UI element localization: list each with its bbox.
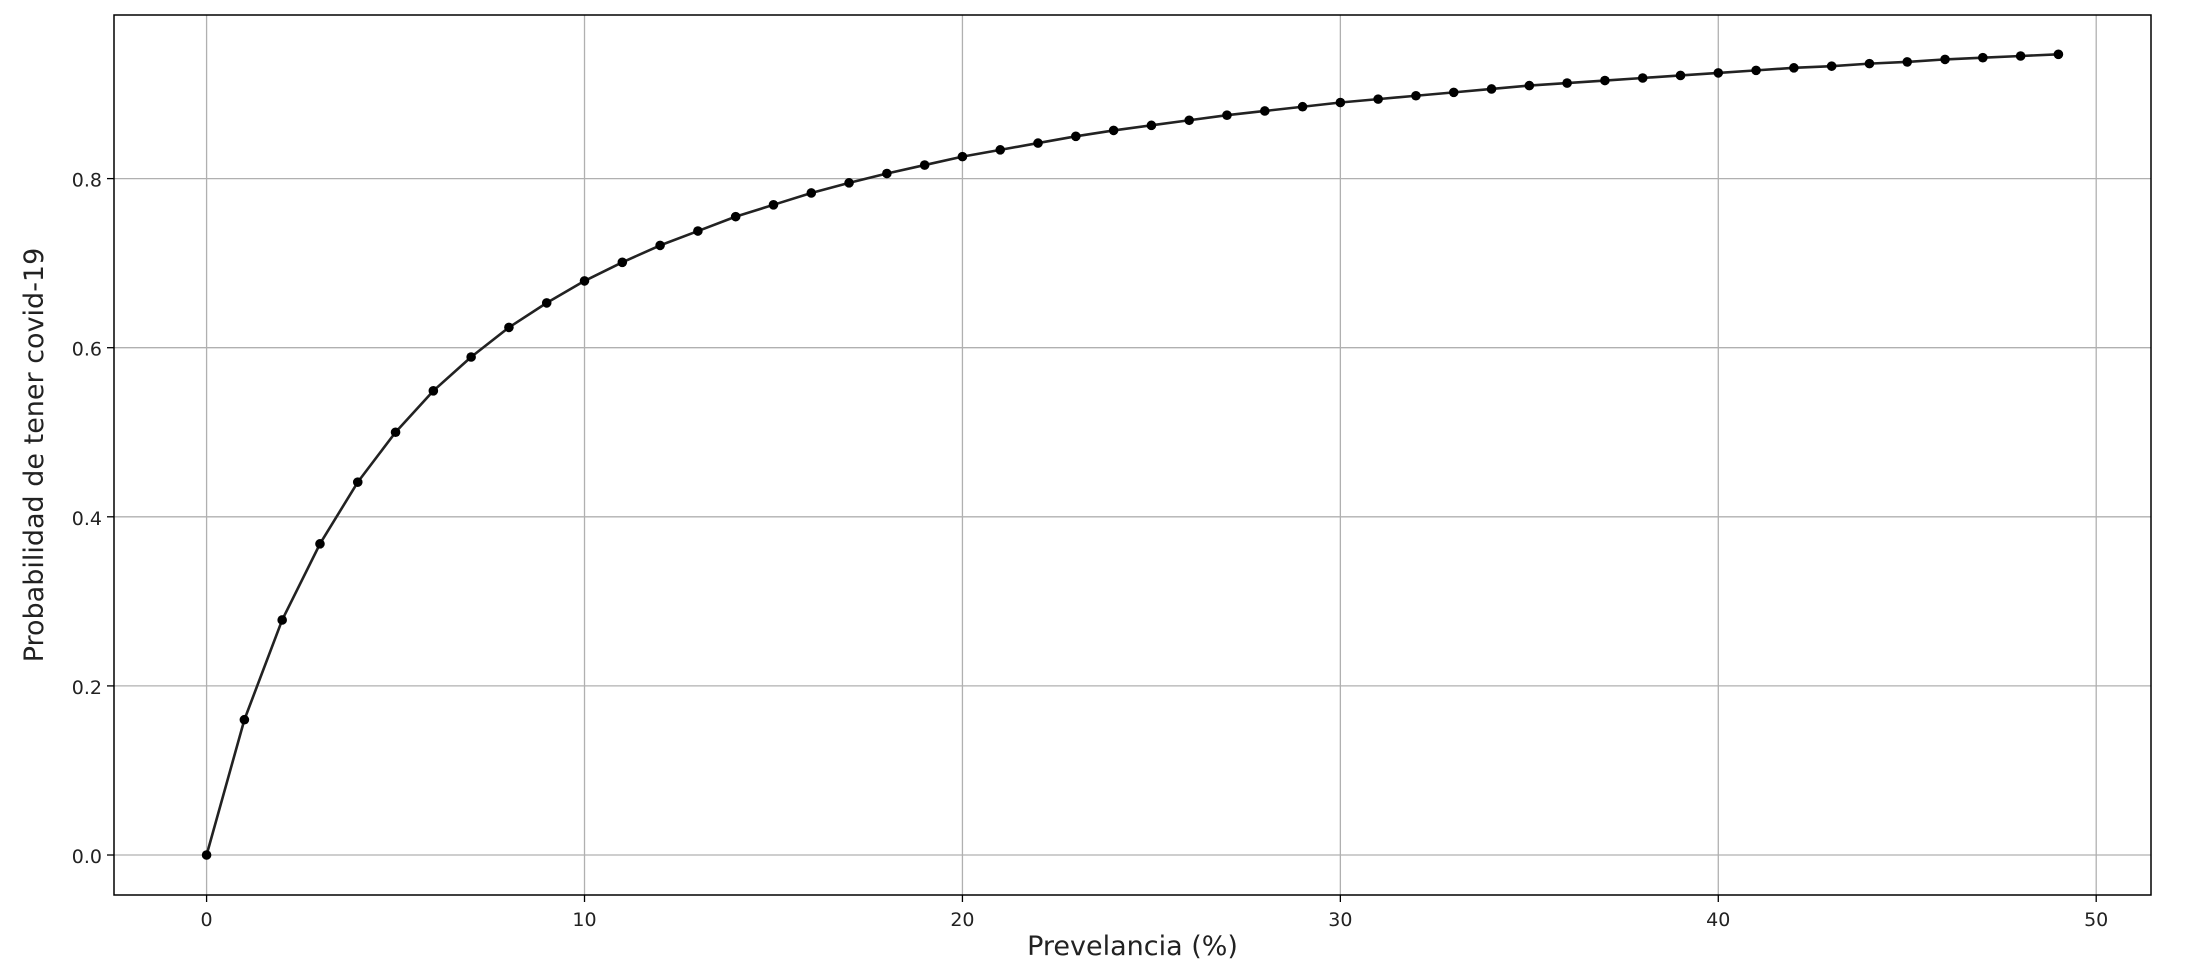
y-tick-label: 0.2 xyxy=(72,677,102,699)
data-point xyxy=(1751,65,1761,76)
data-point xyxy=(1071,131,1081,142)
data-point xyxy=(693,226,703,236)
data-point xyxy=(1713,68,1724,78)
data-point xyxy=(1411,90,1421,101)
x-tick-label: 10 xyxy=(572,909,596,931)
x-tick-label: 50 xyxy=(2084,909,2108,931)
data-point xyxy=(239,714,250,725)
data-point xyxy=(1826,61,1837,71)
data-point xyxy=(1297,101,1308,112)
data-point xyxy=(882,168,892,179)
data-point xyxy=(1448,87,1459,98)
data-point xyxy=(919,160,930,170)
data-point xyxy=(1562,78,1572,88)
axis-ticks: 0 10 20 30 40 50 0.0 0.2 0.4 0.6 0.8 xyxy=(72,170,2109,931)
data-point xyxy=(1940,54,1950,65)
series-line xyxy=(205,53,2059,856)
data-point xyxy=(617,257,628,268)
x-tick-label: 40 xyxy=(1706,909,1730,931)
data-point xyxy=(655,240,665,251)
data-point xyxy=(1600,75,1610,86)
y-tick-label: 0.0 xyxy=(72,846,102,868)
data-point xyxy=(277,615,287,625)
data-point xyxy=(806,188,817,198)
data-point xyxy=(1108,125,1119,136)
x-tick-label: 20 xyxy=(950,909,974,931)
data-point xyxy=(1486,84,1497,94)
data-point xyxy=(1789,63,1799,73)
y-tick-label: 0.8 xyxy=(72,170,102,192)
data-point xyxy=(541,298,552,308)
data-point xyxy=(995,145,1006,155)
data-point xyxy=(1033,138,1043,148)
data-point xyxy=(1335,97,1346,108)
data-point xyxy=(768,200,779,210)
data-point xyxy=(730,211,741,222)
y-tick-label: 0.4 xyxy=(72,508,102,530)
data-point xyxy=(1222,110,1232,120)
data-point xyxy=(352,477,363,487)
data-point xyxy=(466,352,476,362)
data-point xyxy=(1864,58,1875,69)
data-point xyxy=(1184,115,1194,126)
data-points xyxy=(201,49,2064,860)
data-point xyxy=(428,386,439,396)
data-point xyxy=(2053,49,2064,60)
data-point xyxy=(1902,57,1913,67)
x-tick-label: 30 xyxy=(1328,909,1352,931)
data-point xyxy=(579,276,590,286)
y-tick-label: 0.6 xyxy=(72,339,102,361)
data-point xyxy=(957,151,968,162)
data-point xyxy=(315,539,325,549)
grid xyxy=(114,15,2151,895)
x-axis-label: Prevelancia (%) xyxy=(1027,931,1238,962)
y-axis-label: Probabilidad de tener covid-19 xyxy=(19,248,50,663)
plot-frame xyxy=(113,14,2152,896)
data-point xyxy=(1373,94,1383,104)
x-tick-label: 0 xyxy=(201,909,213,931)
data-point xyxy=(1146,120,1157,131)
data-point xyxy=(390,427,401,438)
data-point xyxy=(1524,80,1535,91)
data-point xyxy=(201,850,212,860)
line-series xyxy=(205,53,2059,856)
data-point xyxy=(1675,70,1686,81)
data-point xyxy=(1637,73,1648,83)
data-point xyxy=(1978,52,1988,63)
data-point xyxy=(1259,106,1270,116)
data-point xyxy=(504,322,514,333)
data-point xyxy=(2015,51,2026,61)
data-point xyxy=(844,178,854,188)
